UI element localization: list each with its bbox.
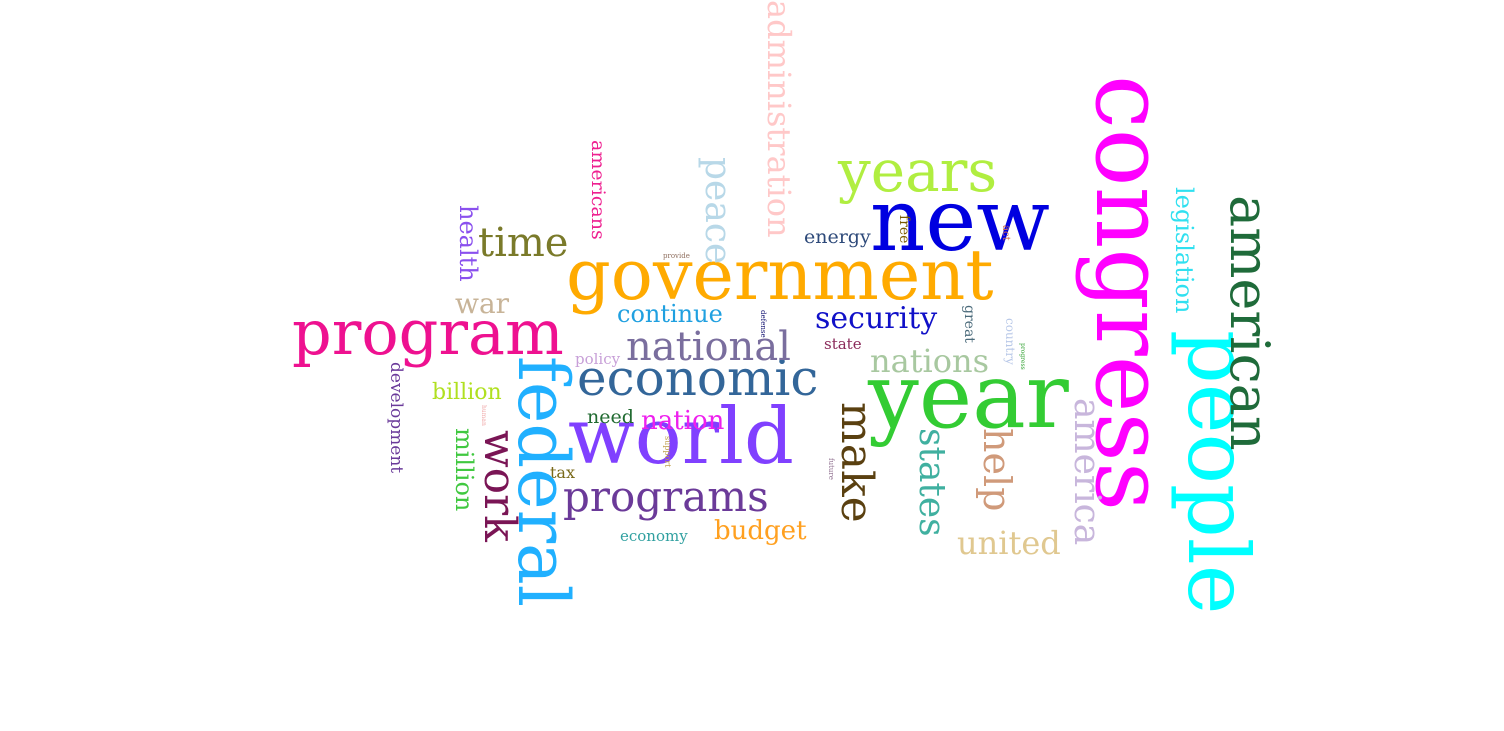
word-nation: nation <box>641 406 725 436</box>
word-years: years <box>838 137 998 205</box>
word-economy: economy <box>620 527 688 545</box>
word-health: health <box>454 205 482 282</box>
word-budget: budget <box>714 516 807 546</box>
word-government: government <box>566 234 994 316</box>
word-energy: energy <box>804 226 871 248</box>
word-program: program <box>292 296 564 369</box>
word-help: help <box>975 428 1019 512</box>
word-support: support <box>663 436 672 468</box>
word-world: world <box>568 392 794 482</box>
word-make: make <box>831 402 882 523</box>
word-work: work <box>474 430 525 542</box>
word-need: need <box>587 406 634 428</box>
word-year: year <box>868 344 1069 449</box>
word-billion: billion <box>432 380 502 405</box>
word-legislation: legislation <box>1170 187 1198 314</box>
word-war: war <box>455 287 510 320</box>
word-national: national <box>626 324 791 370</box>
word-tax: tax <box>550 463 575 482</box>
word-nations: nations <box>870 342 990 380</box>
word-state: state <box>824 335 862 353</box>
word-development: development <box>386 362 406 474</box>
word-economic: economic <box>577 349 819 407</box>
word-united: united <box>957 524 1061 562</box>
word-policy: policy <box>575 350 621 368</box>
word-continue: continue <box>617 300 723 328</box>
word-programs: programs <box>563 472 769 521</box>
word-provide: provide <box>663 252 690 260</box>
word-defense: defense <box>759 310 767 338</box>
word-human: human <box>480 405 487 426</box>
word-time: time <box>478 220 569 266</box>
word-americans: americans <box>587 140 609 240</box>
word-peace: peace <box>697 157 738 265</box>
word-country: country <box>1003 318 1017 365</box>
word-act: act <box>1000 225 1011 241</box>
word-great: great <box>961 305 977 343</box>
word-american: american <box>1218 195 1281 451</box>
word-new: new <box>870 171 1050 271</box>
word-states: states <box>911 428 952 537</box>
word-free: free <box>896 215 912 244</box>
word-future: future <box>827 458 835 480</box>
word-security: security <box>815 301 938 336</box>
word-million: million <box>450 428 478 512</box>
word-administration: administration <box>760 0 798 238</box>
word-progress: progress <box>1019 343 1026 370</box>
word-america: america <box>1066 398 1107 546</box>
